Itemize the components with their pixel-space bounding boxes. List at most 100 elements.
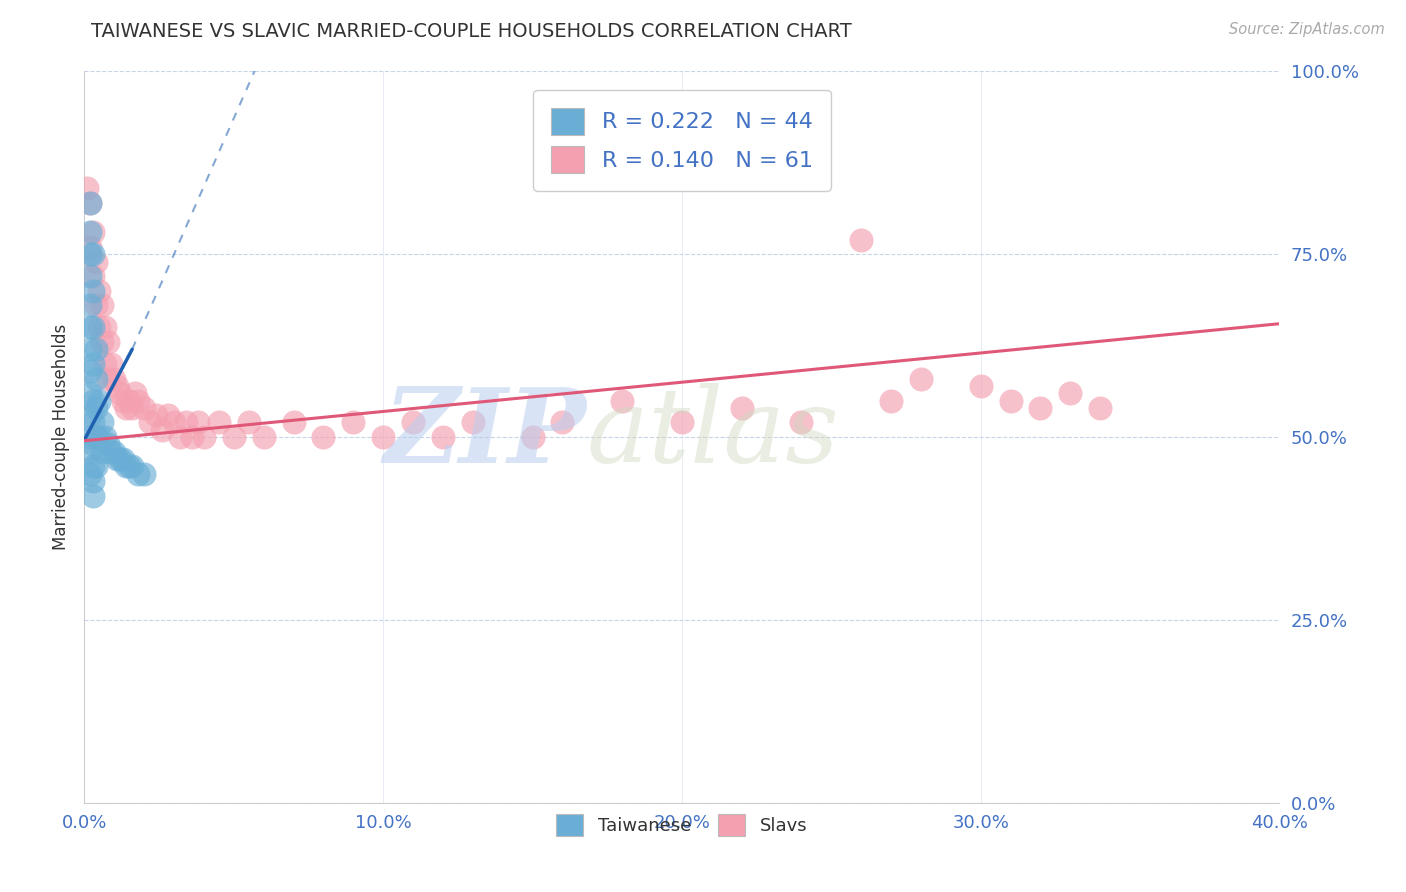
Point [94, 430, 117, 444]
Point [91, 416, 114, 430]
Point [112, 393, 135, 408]
Point [118, 459, 141, 474]
Point [342, 416, 364, 430]
Point [82, 459, 104, 474]
Point [91, 334, 114, 349]
Point [208, 416, 231, 430]
Point [79, 298, 101, 312]
Point [145, 408, 167, 422]
Point [118, 393, 141, 408]
Point [910, 371, 932, 385]
Point [97, 334, 120, 349]
Point [94, 357, 117, 371]
Point [851, 233, 873, 247]
Point [82, 225, 104, 239]
Point [312, 430, 335, 444]
Point [105, 379, 128, 393]
Point [103, 371, 125, 385]
Point [79, 467, 101, 481]
Point [82, 284, 104, 298]
Point [100, 357, 122, 371]
Point [100, 444, 122, 458]
Point [283, 416, 305, 430]
Point [79, 269, 101, 284]
Point [373, 430, 395, 444]
Point [79, 320, 101, 334]
Point [76, 181, 98, 195]
Point [79, 444, 101, 458]
Point [121, 401, 143, 415]
Point [970, 379, 993, 393]
Point [79, 240, 101, 254]
Point [163, 416, 186, 430]
Point [79, 386, 101, 401]
Point [1029, 401, 1052, 415]
Point [169, 430, 191, 444]
Y-axis label: Married-couple Households: Married-couple Households [52, 324, 70, 550]
Point [461, 416, 484, 430]
Point [91, 444, 114, 458]
Point [86, 459, 108, 474]
Point [86, 371, 108, 385]
Text: atlas: atlas [586, 383, 839, 484]
Point [105, 452, 128, 467]
Point [193, 430, 215, 444]
Point [82, 489, 104, 503]
Point [79, 196, 101, 211]
Point [82, 474, 104, 488]
Point [127, 393, 149, 408]
Point [222, 430, 245, 444]
Point [79, 430, 101, 444]
Point [132, 467, 156, 481]
Point [94, 320, 117, 334]
Point [253, 430, 276, 444]
Point [112, 452, 135, 467]
Point [880, 393, 903, 408]
Text: ZIP: ZIP [384, 383, 586, 484]
Point [82, 416, 104, 430]
Point [86, 401, 108, 415]
Point [82, 357, 104, 371]
Point [103, 444, 125, 458]
Point [139, 416, 162, 430]
Point [127, 467, 149, 481]
Point [89, 393, 111, 408]
Point [86, 254, 108, 268]
Point [97, 437, 120, 451]
Point [82, 269, 104, 284]
Point [132, 401, 156, 415]
Point [79, 408, 101, 422]
Point [110, 452, 132, 467]
Point [82, 393, 104, 408]
Point [79, 196, 101, 211]
Text: Source: ZipAtlas.com: Source: ZipAtlas.com [1229, 22, 1385, 37]
Point [1090, 401, 1112, 415]
Point [86, 430, 108, 444]
Point [522, 430, 544, 444]
Point [91, 298, 114, 312]
Text: TAIWANESE VS SLAVIC MARRIED-COUPLE HOUSEHOLDS CORRELATION CHART: TAIWANESE VS SLAVIC MARRIED-COUPLE HOUSE… [91, 22, 852, 41]
Point [82, 437, 104, 451]
Point [89, 320, 111, 334]
Point [612, 393, 634, 408]
Point [150, 423, 173, 437]
Point [551, 416, 574, 430]
Point [79, 343, 101, 357]
Point [731, 401, 754, 415]
Point [79, 364, 101, 378]
Point [671, 416, 693, 430]
Point [115, 459, 138, 474]
Point [790, 416, 813, 430]
Point [238, 416, 260, 430]
Point [110, 386, 132, 401]
Point [1059, 386, 1081, 401]
Point [181, 430, 204, 444]
Point [89, 284, 111, 298]
Point [402, 416, 425, 430]
Point [86, 343, 108, 357]
Point [82, 247, 104, 261]
Point [174, 416, 197, 430]
Point [97, 371, 120, 385]
Point [121, 459, 143, 474]
Point [79, 247, 101, 261]
